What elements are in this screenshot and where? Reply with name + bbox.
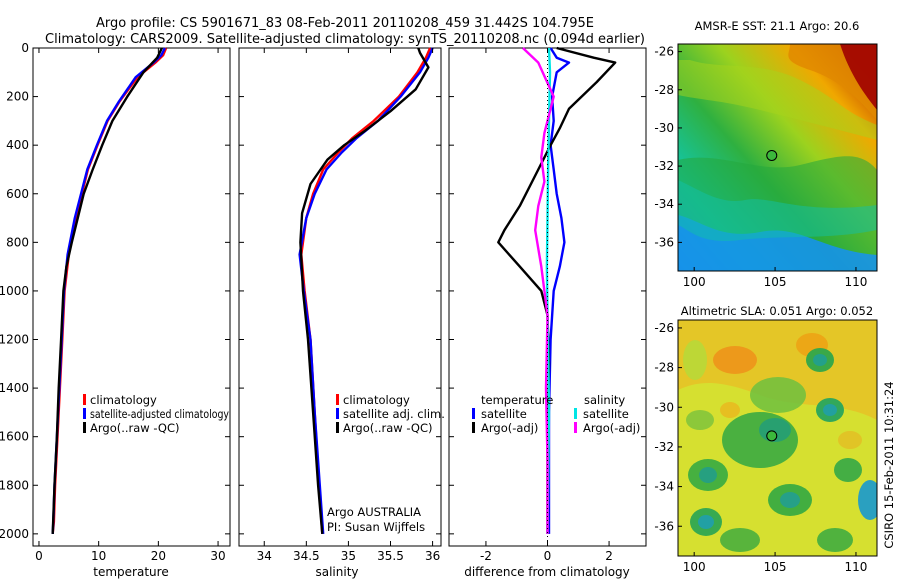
series-line-2 bbox=[545, 47, 552, 534]
temperature-panel: 0 10 20 30 0 200 400 600 800 1000 1200 1400 1600 1800… bbox=[0, 41, 231, 579]
x-tick-label: 36 bbox=[425, 549, 440, 563]
series-line-1 bbox=[298, 47, 434, 534]
legend-swatch-sal-argo bbox=[574, 422, 577, 433]
map-y-tick-label: -30 bbox=[654, 121, 674, 135]
legend-label-satellite-adj: satellite adj. clim. bbox=[343, 407, 445, 421]
legend-label-climatology: climatology bbox=[90, 393, 157, 407]
float-pi-annotation: PI: Susan Wijffels bbox=[327, 520, 425, 534]
sst-field bbox=[678, 44, 877, 271]
x-tick-label: 0 bbox=[35, 549, 43, 563]
legend-header-temperature: temperature bbox=[481, 393, 553, 407]
salinity-panel: 34 34.5 35 35.5 36 salinity climatology sate… bbox=[238, 47, 445, 579]
float-owner-annotation: Argo AUSTRALIA bbox=[327, 505, 421, 519]
y-tick-label: 800 bbox=[6, 235, 29, 249]
salinity-xlabel: salinity bbox=[315, 565, 358, 579]
salinity-axes-frame bbox=[238, 47, 442, 547]
map-x-tick-label: 100 bbox=[683, 275, 706, 289]
legend-label-satellite-adjusted: satellite-adjusted climatology bbox=[90, 407, 229, 421]
difference-panel: -2 0 2 difference from climatology tempera… bbox=[448, 46, 647, 579]
side-credit-label: CSIRO 15-Feb-2011 10:31:24 bbox=[882, 381, 896, 548]
legend-swatch-sal-satellite bbox=[574, 408, 577, 419]
map-y-tick-label: -30 bbox=[654, 400, 674, 414]
y-tick-label: 0 bbox=[21, 41, 29, 55]
series-line-2 bbox=[51, 47, 163, 534]
x-tick-label: 30 bbox=[210, 549, 225, 563]
y-tick-label: 200 bbox=[6, 90, 29, 104]
map-x-tick-label: 105 bbox=[764, 275, 787, 289]
map-y-tick-label: -36 bbox=[654, 519, 674, 533]
series-line-2 bbox=[299, 47, 430, 535]
map-y-tick-label: -34 bbox=[654, 197, 674, 211]
legend-swatch-satellite-adjusted bbox=[83, 408, 86, 419]
legend-swatch-temp-argo bbox=[472, 422, 475, 433]
sst-map-panel: AMSR-E SST: 21.1 Argo: 20.6 100 105 110 -26… bbox=[654, 19, 878, 289]
legend-label-climatology: climatology bbox=[343, 393, 410, 407]
map-y-tick-label: -28 bbox=[654, 361, 674, 375]
map-x-tick-label: 110 bbox=[845, 275, 868, 289]
map-y-tick-label: -36 bbox=[654, 235, 674, 249]
sla-map-title: Altimetric SLA: 0.051 Argo: 0.052 bbox=[681, 304, 873, 318]
x-tick-label: 0 bbox=[544, 549, 552, 563]
temperature-xlabel: temperature bbox=[93, 565, 168, 579]
map-y-tick-label: -26 bbox=[654, 321, 674, 335]
y-tick-label: 600 bbox=[6, 187, 29, 201]
map-x-tick-label: 105 bbox=[764, 560, 787, 574]
legend-label-sal-satellite: satellite bbox=[583, 407, 629, 421]
sst-map-frame bbox=[677, 43, 878, 272]
map-x-tick-label: 100 bbox=[683, 560, 706, 574]
x-tick-label: 20 bbox=[151, 549, 166, 563]
sst-map-title: AMSR-E SST: 21.1 Argo: 20.6 bbox=[695, 19, 860, 33]
x-tick-label: 2 bbox=[605, 549, 613, 563]
y-tick-label: 1000 bbox=[0, 284, 29, 298]
map-y-tick-label: -34 bbox=[654, 480, 674, 494]
x-tick-label: 35 bbox=[341, 549, 356, 563]
map-x-tick-label: 110 bbox=[845, 560, 868, 574]
legend-label-argo: Argo(..raw -QC) bbox=[90, 421, 180, 435]
x-tick-label: 34.5 bbox=[293, 549, 320, 563]
y-tick-label: 2000 bbox=[0, 527, 29, 541]
legend-swatch-satellite-adj bbox=[336, 408, 339, 419]
y-tick-label: 1600 bbox=[0, 430, 29, 444]
x-tick-label: 35.5 bbox=[377, 549, 404, 563]
legend-swatch-argo bbox=[83, 422, 86, 433]
x-tick-label: 34 bbox=[257, 549, 272, 563]
map-y-tick-label: -28 bbox=[654, 83, 674, 97]
sla-map-frame bbox=[677, 319, 878, 557]
map-y-tick-label: -32 bbox=[654, 159, 674, 173]
legend-label-sal-argo: Argo(-adj) bbox=[583, 421, 640, 435]
legend-label-argo: Argo(..raw -QC) bbox=[343, 421, 433, 435]
difference-legend: temperature salinity satellite Argo(-adj… bbox=[472, 393, 640, 435]
figure-title-line1: Argo profile: CS 5901671_83 08-Feb-2011 … bbox=[96, 16, 594, 31]
temperature-legend: climatology satellite-adjusted climatolo… bbox=[83, 393, 229, 435]
legend-swatch-climatology bbox=[83, 394, 86, 405]
argo-location-marker bbox=[766, 430, 778, 442]
sla-map-panel: Altimetric SLA: 0.051 Argo: 0.052 bbox=[654, 304, 878, 574]
difference-xlabel: difference from climatology bbox=[464, 565, 630, 579]
figure-title-line2: Climatology: CARS2009. Satellite-adjuste… bbox=[45, 32, 645, 47]
legend-label-temp-argo: Argo(-adj) bbox=[481, 421, 538, 435]
legend-swatch-argo bbox=[336, 422, 339, 433]
y-tick-label: 400 bbox=[6, 138, 29, 152]
temperature-axes-frame bbox=[32, 47, 231, 547]
map-y-tick-label: -26 bbox=[654, 45, 674, 59]
salinity-legend: climatology satellite adj. clim. Argo(..… bbox=[336, 393, 445, 435]
series-line-3 bbox=[522, 47, 555, 534]
legend-swatch-temp-satellite bbox=[472, 408, 475, 419]
y-tick-label: 1400 bbox=[0, 381, 29, 395]
y-tick-label: 1200 bbox=[0, 333, 29, 347]
legend-header-salinity: salinity bbox=[584, 393, 625, 407]
y-tick-label: 1800 bbox=[0, 478, 29, 492]
map-y-tick-label: -32 bbox=[654, 440, 674, 454]
x-tick-label: 10 bbox=[91, 549, 106, 563]
sla-field bbox=[678, 320, 877, 556]
argo-location-marker bbox=[766, 149, 778, 161]
legend-label-temp-satellite: satellite bbox=[481, 407, 527, 421]
legend-swatch-climatology bbox=[336, 394, 339, 405]
x-tick-label: -2 bbox=[480, 549, 492, 563]
